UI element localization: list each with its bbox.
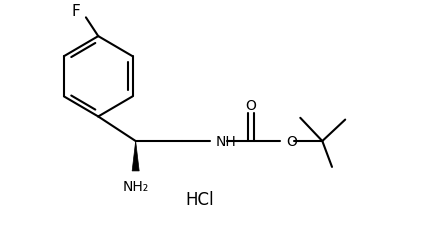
Text: NH: NH [216,134,237,148]
Text: NH₂: NH₂ [123,179,149,193]
Text: O: O [286,134,297,148]
Polygon shape [132,141,139,171]
Text: O: O [245,99,256,113]
Text: HCl: HCl [185,190,214,208]
Text: F: F [72,4,81,19]
